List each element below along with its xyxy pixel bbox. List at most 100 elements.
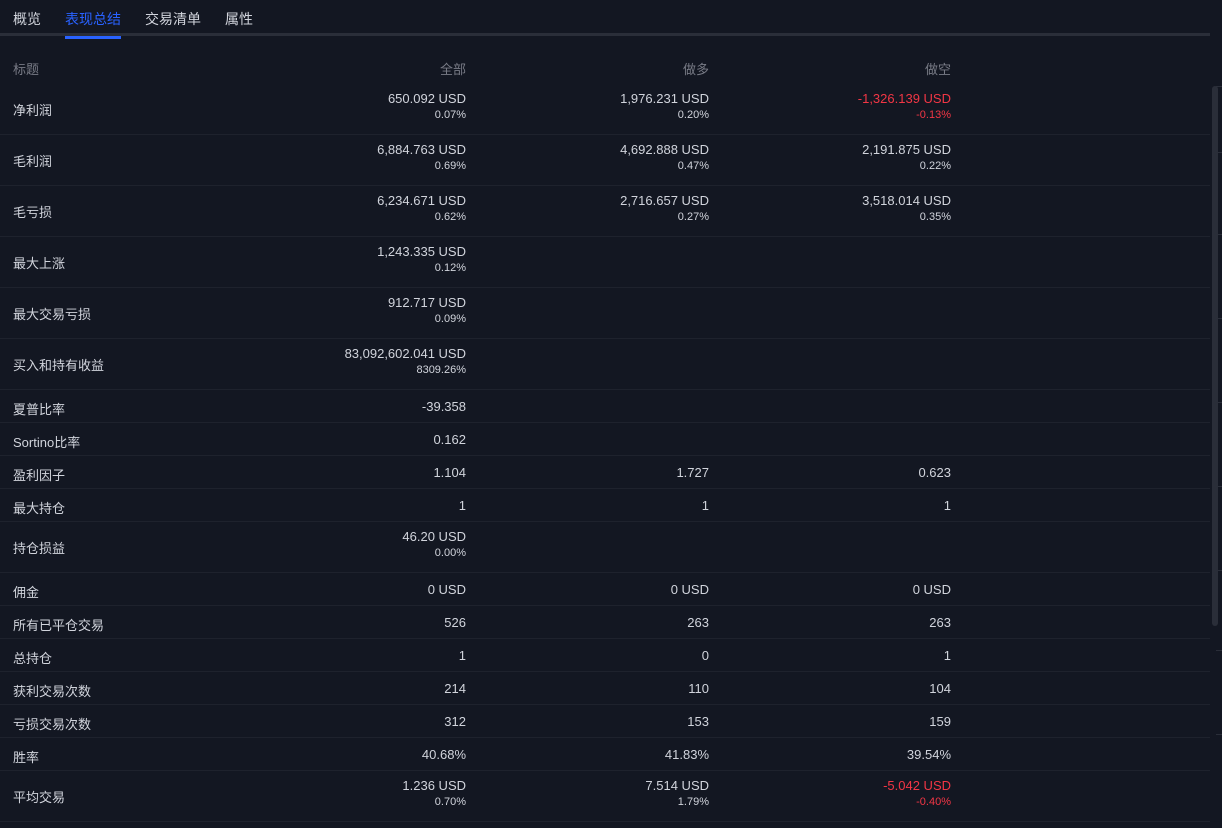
cell-long: 153 [687,714,709,729]
cell-all: 912.717 USD 0.09% [388,295,466,325]
cell-value: 526 [444,615,466,630]
cell-all: 40.68% [422,747,466,762]
cell-all: 6,234.671 USD 0.62% [377,193,466,223]
cell-value: 650.092 USD [387,91,466,106]
cell-value: 214 [444,681,466,696]
tab-overview[interactable]: 概览 [13,11,41,27]
table-row: 亏损交易次数 312 153 159 [0,705,1210,738]
cell-short: 0 USD [913,582,951,597]
cell-short: 263 [929,615,951,630]
cell-short: -1,326.139 USD -0.13% [858,91,951,121]
cell-long: 1.727 [676,465,709,480]
cell-percent: -0.40% [916,796,951,808]
cell-percent: 0.22% [919,160,951,172]
cell-short: 3,518.014 USD 0.35% [862,193,951,223]
header-short: 做空 [924,62,951,77]
cell-percent: 8309.26% [416,364,466,376]
table-row: 最大持仓 1 1 1 [0,489,1210,522]
row-label: Sortino比率 [13,435,81,450]
cell-value: 159 [929,714,951,729]
edge-ticks [1216,0,1222,828]
row-label: 佣金 [13,585,40,600]
cell-value: 0 USD [670,582,709,597]
table-row: 平均交易 1.236 USD 0.70% 7.514 USD 1.79% -5.042 U… [0,771,1210,822]
cell-value: 263 [929,615,951,630]
cell-percent: 0.12% [434,262,466,274]
cell-all: 1.104 [433,465,466,480]
cell-percent: -0.13% [916,109,951,121]
cell-all: 46.20 USD 0.00% [402,529,466,559]
cell-value: 1 [458,648,466,663]
scrollbar-thumb[interactable] [1212,86,1218,626]
row-label: 所有已平仓交易 [13,618,105,633]
cell-value: 312 [444,714,466,729]
cell-value: 40.68% [421,747,466,762]
cell-short: 1 [944,498,951,513]
table-row: 毛利润 6,884.763 USD 0.69% 4,692.888 USD 0.47% 2… [0,135,1210,186]
cell-value: 0.623 [918,465,951,480]
cell-long: 1 [702,498,709,513]
cell-percent: 0.00% [434,547,466,559]
cell-all: 1,243.335 USD 0.12% [377,244,466,274]
cell-value: 41.83% [664,747,709,762]
row-label: 总持仓 [13,651,53,666]
cell-percent: 0.35% [919,211,951,223]
row-label: 持仓损益 [13,541,66,556]
table-row: Sortino比率 0.162 [0,423,1210,456]
row-label: 毛利润 [13,154,53,169]
cell-all: 526 [444,615,466,630]
cell-value: 1,976.231 USD [620,91,709,106]
cell-all: 312 [444,714,466,729]
cell-all: 0 USD [428,582,466,597]
cell-all: 650.092 USD 0.07% [388,91,466,121]
cell-value: 0.162 [433,432,466,447]
table-row: 净利润 650.092 USD 0.07% 1,976.231 USD 0.20% -1,… [0,84,1210,135]
cell-value: 6,884.763 USD [377,142,466,157]
row-label: 毛亏损 [13,205,53,220]
row-label: 盈利因子 [13,468,66,483]
row-label: 最大交易亏损 [13,307,92,322]
row-label: 平均交易 [13,790,66,805]
table-row: 最大交易亏损 912.717 USD 0.09% [0,288,1210,339]
cell-value: 153 [687,714,709,729]
cell-all: 1 [459,498,466,513]
tab-trade-list[interactable]: 交易清单 [145,11,201,27]
table-row: 最大上涨 1,243.335 USD 0.12% [0,237,1210,288]
tab-properties[interactable]: 属性 [225,11,253,27]
cell-long: 263 [687,615,709,630]
tab-performance-summary[interactable]: 表现总结 [65,0,121,39]
row-label: 夏普比率 [13,402,66,417]
row-label: 净利润 [13,103,53,118]
cell-percent: 0.69% [434,160,466,172]
cell-value: 0 USD [427,582,466,597]
table-header: 标题 全部 做多 做空 [0,50,1210,84]
table-row: 盈利因子 1.104 1.727 0.623 [0,456,1210,489]
cell-long: 0 [702,648,709,663]
cell-short: -5.042 USD -0.40% [883,778,951,808]
cell-value: 4,692.888 USD [620,142,709,157]
cell-long: 4,692.888 USD 0.47% [620,142,709,172]
performance-table: 标题 全部 做多 做空 净利润 650.092 USD 0.07% 1,976.231… [0,50,1210,822]
cell-value: 0 USD [912,582,951,597]
cell-percent: 0.70% [434,796,466,808]
cell-percent: 0.62% [434,211,466,223]
cell-all: 1 [459,648,466,663]
cell-value: 83,092,602.041 USD [344,346,466,361]
table-row: 买入和持有收益 83,092,602.041 USD 8309.26% [0,339,1210,390]
cell-value: 46.20 USD [402,529,466,544]
cell-all: 214 [444,681,466,696]
table-row: 夏普比率 -39.358 [0,390,1210,423]
cell-value: 3,518.014 USD [862,193,951,208]
cell-percent: 0.07% [434,109,466,121]
row-label: 胜率 [13,750,40,765]
cell-short: 159 [929,714,951,729]
table-row: 所有已平仓交易 526 263 263 [0,606,1210,639]
table-row: 佣金 0 USD 0 USD 0 USD [0,573,1210,606]
cell-value: 6,234.671 USD [377,193,466,208]
cell-short: 0.623 [918,465,951,480]
cell-value: 2,716.657 USD [620,193,709,208]
header-all: 全部 [439,62,466,77]
cell-short: 1 [944,648,951,663]
cell-value: -39.358 [421,399,466,414]
cell-percent: 0.09% [434,313,466,325]
